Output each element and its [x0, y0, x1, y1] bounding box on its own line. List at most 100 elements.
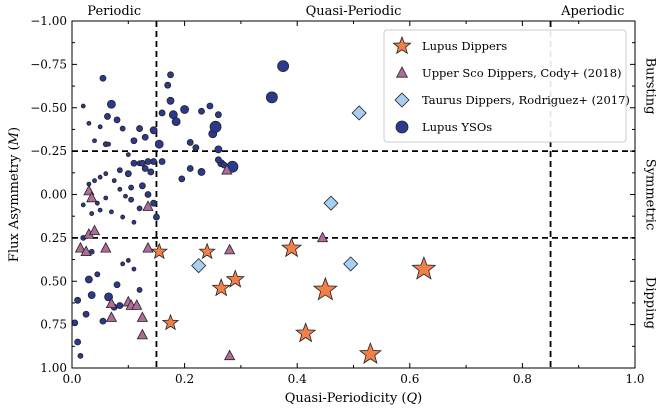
lupus-ysos-point [99, 74, 107, 82]
lupus-ysos-point [74, 296, 82, 304]
upper-sco-dippers-cody-2018-point [136, 311, 148, 322]
lupus-ysos-point [103, 195, 109, 201]
upper-sco-dippers-cody-2018-point [142, 200, 154, 211]
right-region-label: Symmetric [643, 159, 658, 230]
lupus-ysos-point [214, 145, 223, 154]
upper-sco-dippers-cody-2018-point [316, 231, 329, 243]
lupus-ysos-point [116, 167, 123, 174]
lupus-dippers-point [295, 322, 317, 343]
lupus-ysos-point [209, 120, 222, 133]
lupus-ysos-point [104, 292, 113, 302]
lupus-ysos-point [97, 174, 103, 180]
y-tick-label: 0.50 [40, 274, 67, 288]
lupus-ysos-point [167, 71, 174, 79]
upper-sco-dippers-cody-2018-point [221, 163, 233, 175]
upper-sco-dippers-cody-2018-point [105, 311, 118, 322]
upper-sco-dippers-cody-2018-point [100, 241, 112, 253]
lupus-ysos-point [82, 310, 90, 318]
taurus-dippers-rodriguez-2017-point [343, 256, 359, 272]
lupus-ysos-point [92, 138, 97, 144]
lupus-ysos-point [166, 96, 175, 105]
lupus-ysos-point [171, 117, 181, 127]
lupus-ysos-point [158, 158, 166, 165]
x-tick-label: 0.6 [400, 372, 419, 386]
upper-sco-dippers-cody-2018-point [131, 299, 143, 310]
taurus-dippers-rodriguez-2017-point [323, 195, 339, 211]
lupus-ysos-point [192, 144, 200, 152]
lupus-ysos-point [99, 317, 107, 325]
right-region-label: Dipping [643, 277, 658, 329]
lupus-ysos-point [178, 175, 186, 183]
lupus-ysos-point [147, 168, 155, 176]
lupus-ysos-point [153, 213, 160, 221]
lupus-ysos-point [214, 111, 222, 119]
lupus-ysos-point [206, 102, 214, 110]
legend-label: Lupus YSOs [422, 120, 492, 134]
lupus-ysos-point [103, 171, 109, 177]
lupus-ysos-point [92, 178, 97, 184]
lupus-ysos-point [197, 168, 206, 176]
x-tick-label: 0.4 [288, 372, 307, 386]
lupus-ysos-point [104, 113, 111, 120]
lupus-ysos-point [94, 271, 101, 278]
upper-sco-dippers-cody-2018-point [88, 224, 101, 236]
x-tick-label: 0.2 [175, 372, 194, 386]
taurus-dippers-rodriguez-2017-point [191, 258, 207, 274]
lupus-ysos-point [144, 158, 152, 165]
lupus-ysos-point [214, 156, 222, 164]
lupus-dippers-point [411, 255, 437, 280]
top-region-label: Periodic [87, 4, 141, 19]
lupus-ysos-point [136, 287, 143, 293]
lupus-ysos-point [265, 91, 278, 104]
lupus-ysos-point [150, 199, 158, 207]
legend-label: Taurus Dippers, Rodriguez+ (2017) [422, 93, 630, 107]
lupus-ysos-point [113, 281, 121, 289]
upper-sco-dippers-cody-2018-point [86, 191, 98, 203]
y-tick-label: 0.75 [40, 318, 67, 332]
region-lines [72, 21, 635, 368]
lupus-ysos-point [80, 103, 86, 109]
lupus-ysos-point [131, 219, 137, 225]
lupus-ysos-point [86, 120, 92, 126]
lupus-dippers-point [211, 278, 231, 297]
legend-box [383, 29, 627, 143]
lupus-ysos-point [120, 261, 126, 267]
lupus-ysos-point [107, 99, 116, 109]
right-labels: Bursting Symmetric Dipping [643, 58, 658, 329]
y-tick-label: −0.25 [30, 144, 67, 158]
upper-sco-dippers-cody-2018-point [80, 245, 92, 257]
lupus-ysos-point [77, 352, 84, 359]
lupus-ysos-point [180, 105, 190, 114]
lupus-ysos-point [130, 137, 138, 145]
lupus-ysos-point [198, 107, 205, 115]
lupus-ysos-point [74, 338, 82, 346]
y-tick-label: −1.00 [30, 14, 67, 28]
upper-sco-dippers-cody-2018-point [74, 241, 87, 253]
y-tick-label: 1.00 [40, 361, 67, 375]
lupus-ysos-point [144, 191, 152, 198]
lupus-ysos-point [141, 165, 149, 172]
upper-sco-dippers-cody-2018-point [224, 349, 236, 361]
lupus-ysos-point [124, 170, 132, 178]
right-region-label: Bursting [643, 58, 658, 115]
x-tick-label: 1.0 [625, 372, 644, 386]
taurus-dippers-rodriguez-2017-point [351, 105, 367, 121]
lupus-ysos-point [80, 202, 86, 208]
x-tick-label: 0.8 [513, 372, 532, 386]
lupus-ysos-point [158, 109, 166, 117]
lupus-dippers-point [198, 242, 216, 260]
lupus-dippers-point [150, 242, 168, 260]
lupus-ysos-point [150, 158, 158, 165]
lupus-ysos-point [128, 196, 135, 203]
legend: Lupus Dippers Upper Sco Dippers, Cody+ (2… [383, 29, 630, 143]
upper-sco-dippers-cody-2018-point [142, 241, 154, 253]
legend-label: Upper Sco Dippers, Cody+ (2018) [422, 66, 622, 80]
lupus-ysos-point [277, 60, 290, 73]
legend-marker-diamond [394, 92, 410, 108]
lupus-ysos-point [136, 205, 143, 212]
lupus-dippers-point [161, 313, 180, 331]
lupus-dippers-point [280, 237, 303, 258]
upper-sco-dippers-cody-2018-point [105, 297, 118, 309]
lupus-ysos-point [164, 81, 172, 89]
points-layer [71, 60, 437, 364]
